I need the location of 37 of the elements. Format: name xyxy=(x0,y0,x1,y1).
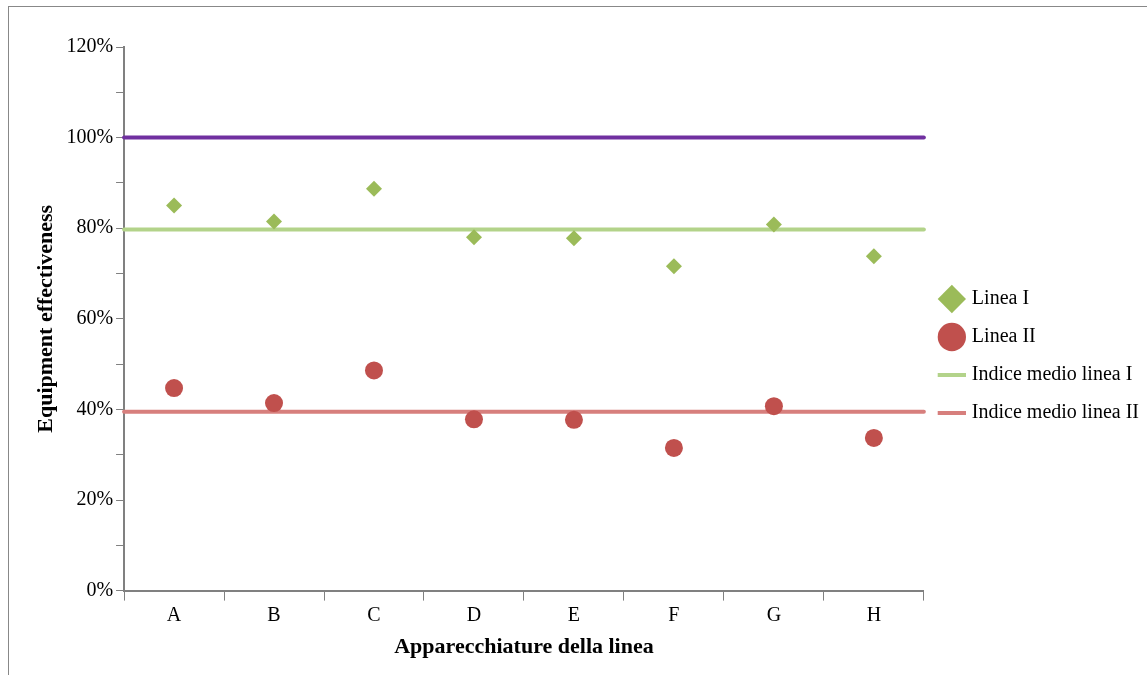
point xyxy=(366,180,382,197)
x-axis-title: Apparecchiature della linea xyxy=(394,633,654,659)
y-tick-label: 0% xyxy=(86,577,114,600)
y-tick-label: 80% xyxy=(76,215,114,238)
ref-line-label: Indice medio linea II xyxy=(971,400,1140,423)
point xyxy=(464,410,483,429)
point xyxy=(664,438,683,457)
point xyxy=(165,379,184,398)
point xyxy=(265,394,284,413)
x-tick-label: E xyxy=(567,602,581,625)
point xyxy=(865,248,882,265)
legend-label: Indice medio linea I xyxy=(971,362,1133,385)
point xyxy=(365,361,383,380)
x-tick-label: A xyxy=(166,602,182,625)
x-tick-label: D xyxy=(466,602,482,625)
x-tick-label: C xyxy=(367,602,381,625)
point xyxy=(665,258,682,275)
x-tick-label: F xyxy=(668,602,680,625)
point xyxy=(864,428,883,447)
point xyxy=(166,197,183,214)
point xyxy=(565,230,582,247)
y-tick-label: 40% xyxy=(76,396,114,419)
y-axis-title: Equipment effectiveness xyxy=(31,204,57,433)
point xyxy=(465,229,482,246)
point xyxy=(765,216,782,233)
point xyxy=(564,410,583,429)
point xyxy=(764,397,783,416)
point xyxy=(266,213,283,230)
y-tick-label: 60% xyxy=(76,306,114,329)
y-tick-label: 100% xyxy=(66,124,114,147)
y-tick-label: 20% xyxy=(76,487,114,510)
x-tick-label: H xyxy=(866,602,882,625)
legend-label: Linea II xyxy=(971,324,1036,347)
x-tick-label: B xyxy=(267,602,281,625)
x-tick-label: G xyxy=(766,602,782,625)
y-tick-label: 120% xyxy=(66,34,114,57)
legend-label: Linea I xyxy=(971,286,1030,309)
